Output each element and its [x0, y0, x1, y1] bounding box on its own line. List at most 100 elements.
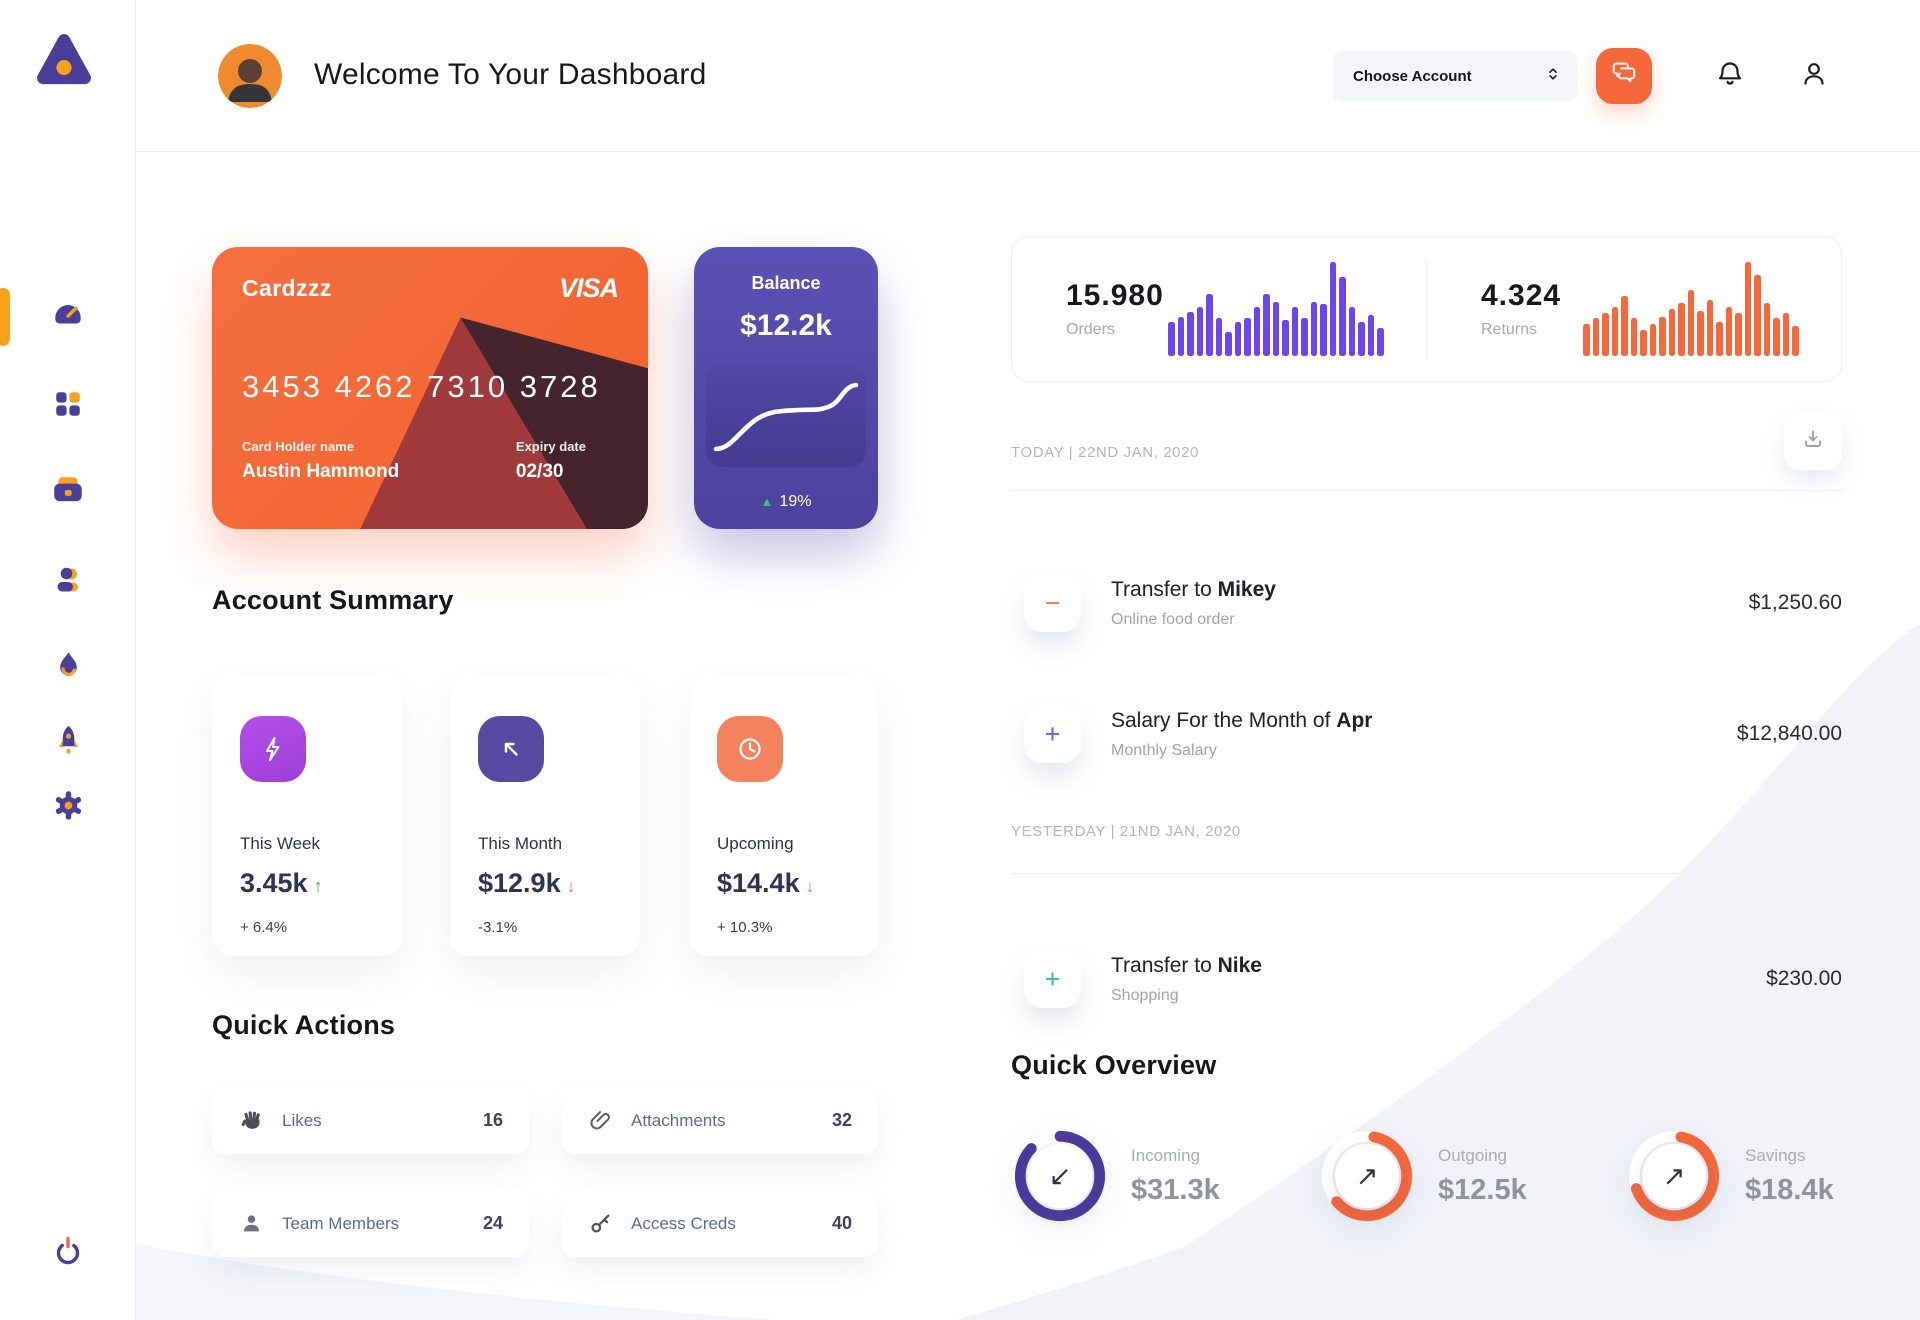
- quick-action-team-members[interactable]: Team Members 24: [212, 1190, 529, 1257]
- debit-minus-icon: −: [1024, 574, 1081, 632]
- lightning-icon: [240, 716, 306, 782]
- credit-card: Cardzzz VISA 3453 4262 7310 3728 Card Ho…: [212, 247, 648, 529]
- overview-value: $12.5k: [1438, 1173, 1527, 1206]
- quick-action-likes[interactable]: Likes 16: [212, 1087, 529, 1154]
- overview-value: $18.4k: [1745, 1173, 1834, 1206]
- transactions-date-today: TODAY | 22ND JAN, 2020: [1011, 444, 1200, 461]
- quick-action-count: 40: [831, 1213, 852, 1233]
- overview-outgoing: ↗ Outgoing $12.5k: [1318, 1127, 1527, 1225]
- sidebar-item-portfolio[interactable]: [48, 472, 88, 512]
- key-icon: [587, 1211, 613, 1237]
- apps-grid-icon: [52, 388, 84, 425]
- sidebar-item-activity[interactable]: [48, 648, 88, 688]
- returns-bar-chart: [1583, 262, 1801, 356]
- arrow-up-right-icon: ↗: [1662, 1160, 1686, 1192]
- briefcase-icon: [50, 472, 86, 513]
- user-outline-icon: [1798, 58, 1830, 95]
- returns-value: 4.324: [1481, 279, 1562, 312]
- sidebar: [0, 0, 136, 1320]
- user-avatar[interactable]: [218, 44, 282, 108]
- quick-action-label: Likes: [282, 1110, 322, 1130]
- chat-bubbles-icon: [1611, 60, 1638, 92]
- quick-action-access-creds[interactable]: Access Creds 40: [561, 1190, 878, 1257]
- gear-icon: [52, 789, 85, 827]
- orders-label: Orders: [1066, 321, 1115, 338]
- overview-label: Incoming: [1131, 1145, 1200, 1165]
- sidebar-item-settings[interactable]: [48, 788, 88, 828]
- transaction-row-mikey[interactable]: − Transfer to Mikey Online food order $1…: [1011, 551, 1842, 655]
- savings-donut-chart: ↗: [1625, 1127, 1723, 1225]
- quick-overview-title: Quick Overview: [1011, 1050, 1217, 1080]
- summary-label: Upcoming: [717, 834, 794, 853]
- transaction-row-salary[interactable]: + Salary For the Month of Apr Monthly Sa…: [1011, 682, 1842, 786]
- tx-title: Transfer to: [1111, 577, 1218, 601]
- summary-value: 3.45k: [240, 868, 308, 898]
- divider: [1011, 490, 1842, 491]
- balance-label: Balance: [751, 273, 821, 293]
- quick-action-count: 16: [482, 1110, 503, 1130]
- account-select[interactable]: Choose Account: [1333, 50, 1577, 102]
- overview-label: Savings: [1745, 1145, 1806, 1165]
- stats-divider: [1426, 261, 1427, 357]
- notifications-button[interactable]: [1712, 58, 1748, 94]
- quick-action-attachments[interactable]: Attachments 32: [561, 1087, 878, 1154]
- credit-plus-icon: +: [1024, 950, 1081, 1008]
- sidebar-item-apps[interactable]: [48, 386, 88, 426]
- arrow-up-right-icon: ↗: [1355, 1160, 1379, 1192]
- summary-delta: + 10.3%: [717, 919, 773, 936]
- app-logo-icon[interactable]: [30, 26, 98, 94]
- chat-button[interactable]: [1596, 48, 1652, 104]
- profile-button[interactable]: [1796, 58, 1832, 94]
- tx-subtitle: Monthly Salary: [1111, 741, 1217, 759]
- tx-amount: $230.00: [1766, 967, 1842, 990]
- summary-delta: + 6.4%: [240, 919, 288, 936]
- summary-value: $12.9k: [478, 868, 561, 898]
- paperclip-icon: [587, 1108, 613, 1134]
- dashboard-gauge-icon: [50, 296, 86, 337]
- download-icon: [1801, 427, 1825, 456]
- quick-action-count: 24: [482, 1213, 503, 1233]
- page-title: Welcome To Your Dashboard: [314, 58, 707, 91]
- incoming-donut-chart: ↙: [1011, 1127, 1109, 1225]
- sidebar-item-logout[interactable]: [48, 1234, 88, 1274]
- top-header: Welcome To Your Dashboard Choose Account: [136, 0, 1920, 152]
- sidebar-item-launch[interactable]: [48, 722, 88, 762]
- quick-action-label: Attachments: [631, 1110, 726, 1130]
- trend-up-icon: ▲: [760, 494, 774, 509]
- overview-savings: ↗ Savings $18.4k: [1625, 1127, 1834, 1225]
- card-holder-name: Austin Hammond: [242, 461, 400, 482]
- overview-label: Outgoing: [1438, 1145, 1507, 1165]
- credit-plus-icon: +: [1024, 705, 1081, 763]
- up-arrow-icon: ↑: [313, 876, 323, 896]
- quick-action-label: Access Creds: [631, 1213, 736, 1233]
- card-expiry-label: Expiry date: [515, 439, 586, 454]
- orders-bar-chart: [1168, 262, 1386, 356]
- tx-subtitle: Shopping: [1111, 986, 1179, 1004]
- team-user-icon: [51, 563, 85, 602]
- tx-subtitle: Online food order: [1111, 610, 1235, 628]
- download-button[interactable]: [1784, 412, 1842, 470]
- down-arrow-icon: ↓: [566, 876, 576, 896]
- main-content: Cardzzz VISA 3453 4262 7310 3728 Card Ho…: [136, 152, 1920, 1320]
- sidebar-item-dashboard[interactable]: [48, 296, 88, 336]
- rocket-icon: [52, 723, 85, 761]
- down-arrow-icon: ↓: [805, 876, 815, 896]
- tx-title: Salary For the Month of: [1111, 708, 1337, 732]
- power-icon: [51, 1234, 85, 1275]
- quick-action-count: 32: [831, 1110, 852, 1130]
- tx-title-bold: Nike: [1217, 953, 1262, 977]
- flame-icon: [52, 649, 85, 687]
- outgoing-donut-chart: ↗: [1318, 1127, 1416, 1225]
- bell-icon: [1714, 58, 1746, 95]
- summary-label: This Week: [240, 834, 320, 853]
- summary-card-this-month: This Month $12.9k ↓ -3.1%: [450, 676, 640, 956]
- tx-amount: $1,250.60: [1748, 591, 1842, 614]
- summary-card-this-week: This Week 3.45k ↑ + 6.4%: [212, 676, 402, 956]
- summary-label: This Month: [478, 834, 563, 853]
- overview-incoming: ↙ Incoming $31.3k: [1011, 1127, 1220, 1225]
- sidebar-item-team[interactable]: [48, 562, 88, 602]
- transactions-date-yesterday: YESTERDAY | 21ND JAN, 2020: [1011, 823, 1241, 840]
- arrow-down-left-icon: ↙: [1048, 1160, 1072, 1192]
- transaction-row-nike[interactable]: + Transfer to Nike Shopping $230.00: [1011, 927, 1842, 1031]
